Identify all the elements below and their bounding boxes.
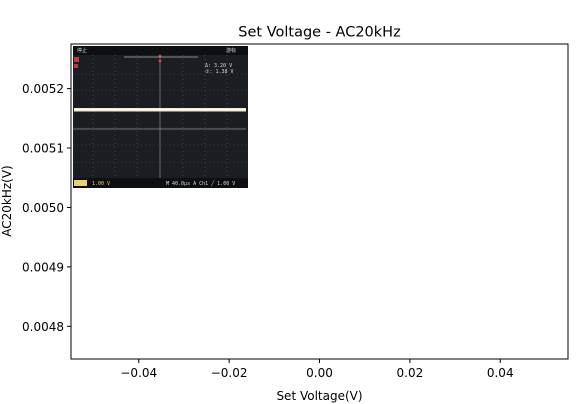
x-tick-label: −0.04 xyxy=(120,366,157,380)
y-tick-label: 0.0051 xyxy=(22,142,64,156)
y-tick-label: 0.0050 xyxy=(22,201,64,215)
y-tick-label: 0.0052 xyxy=(22,82,64,96)
scope-status-label: 停止 xyxy=(77,47,87,54)
chart-title: Set Voltage - AC20kHz xyxy=(238,25,400,41)
scope-cursor-b: ①: 1.38 V xyxy=(205,69,234,75)
x-axis: −0.04 −0.02 0.00 0.02 0.04 xyxy=(120,359,514,380)
x-tick-label: 0.00 xyxy=(306,366,333,380)
y-tick-label: 0.0048 xyxy=(22,320,64,334)
oscilloscope-screen-icon: 停止 游标 Δ: 3.20 V ①: 1.38 V 1.00 V M 40.0µ… xyxy=(73,46,248,188)
x-tick-label: 0.02 xyxy=(397,366,424,380)
y-axis-label: AC20kHz(V) xyxy=(0,165,14,237)
scope-cursor-a: Δ: 3.20 V xyxy=(205,63,232,69)
x-tick-label: −0.02 xyxy=(211,366,248,380)
x-tick-label: 0.04 xyxy=(487,366,514,380)
scope-channel-scale: 1.00 V xyxy=(92,181,110,187)
scope-cursor-label: 游标 xyxy=(226,47,236,54)
y-axis: 0.0048 0.0049 0.0050 0.0051 0.0052 xyxy=(22,82,71,334)
y-tick-label: 0.0049 xyxy=(22,260,64,274)
x-axis-label: Set Voltage(V) xyxy=(276,389,362,403)
scope-grid xyxy=(73,55,246,178)
scope-timebase: M 40.0µs A Ch1 ╱ 1.00 V xyxy=(166,180,235,187)
